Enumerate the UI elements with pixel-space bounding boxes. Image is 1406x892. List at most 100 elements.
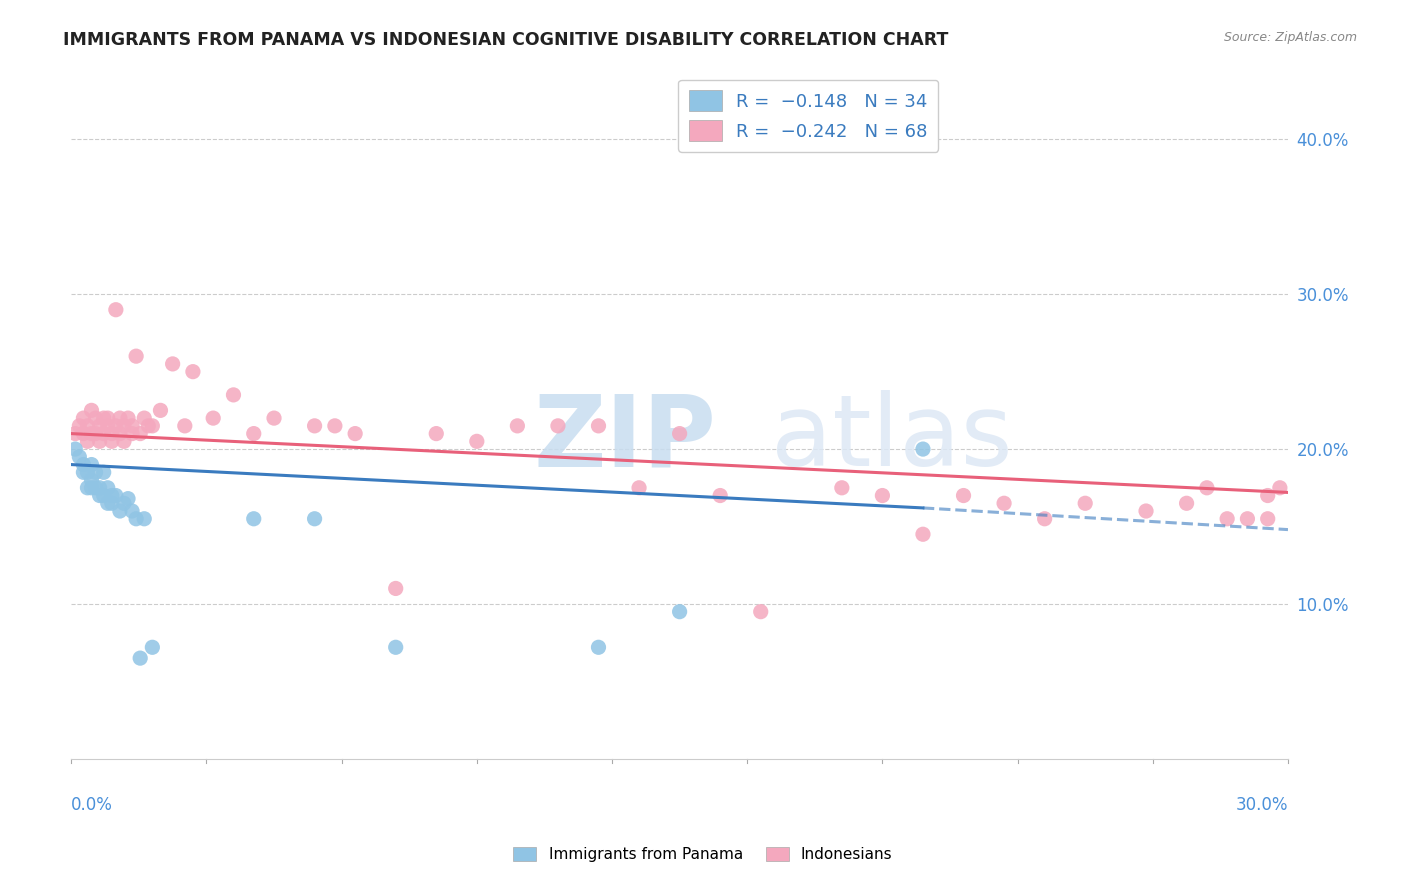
Point bbox=[65, 442, 87, 456]
Point bbox=[93, 465, 115, 479]
Point bbox=[222, 388, 245, 402]
Point bbox=[1195, 481, 1218, 495]
Point bbox=[117, 411, 139, 425]
Point bbox=[93, 489, 115, 503]
Text: atlas: atlas bbox=[770, 390, 1012, 487]
Point bbox=[80, 473, 103, 487]
Point bbox=[89, 489, 111, 503]
Point bbox=[749, 605, 772, 619]
Point bbox=[121, 504, 143, 518]
Point bbox=[668, 426, 690, 441]
Point bbox=[304, 512, 326, 526]
Point bbox=[506, 418, 529, 433]
Point bbox=[304, 418, 326, 433]
Point bbox=[80, 403, 103, 417]
Point bbox=[323, 418, 346, 433]
Text: ZIP: ZIP bbox=[534, 390, 717, 487]
Point bbox=[84, 411, 107, 425]
Point bbox=[80, 481, 103, 495]
Text: 0.0%: 0.0% bbox=[72, 797, 112, 814]
Point bbox=[72, 426, 94, 441]
Point bbox=[101, 489, 124, 503]
Point bbox=[76, 465, 98, 479]
Point bbox=[93, 426, 115, 441]
Text: 30.0%: 30.0% bbox=[1236, 797, 1288, 814]
Point bbox=[136, 418, 159, 433]
Point bbox=[162, 357, 184, 371]
Point bbox=[1257, 489, 1279, 503]
Point bbox=[709, 489, 731, 503]
Point bbox=[141, 418, 163, 433]
Point bbox=[84, 481, 107, 495]
Point bbox=[101, 434, 124, 449]
Point bbox=[125, 349, 148, 363]
Point bbox=[117, 491, 139, 506]
Point bbox=[65, 426, 87, 441]
Point bbox=[72, 458, 94, 472]
Point bbox=[101, 496, 124, 510]
Point bbox=[588, 418, 610, 433]
Point bbox=[104, 418, 127, 433]
Point bbox=[911, 527, 934, 541]
Point bbox=[588, 640, 610, 655]
Point bbox=[76, 434, 98, 449]
Point bbox=[1236, 512, 1258, 526]
Point bbox=[1074, 496, 1097, 510]
Point bbox=[97, 481, 120, 495]
Legend: Immigrants from Panama, Indonesians: Immigrants from Panama, Indonesians bbox=[508, 840, 898, 868]
Point bbox=[149, 403, 172, 417]
Point bbox=[108, 411, 131, 425]
Point bbox=[97, 411, 120, 425]
Point bbox=[97, 418, 120, 433]
Point bbox=[134, 512, 156, 526]
Point bbox=[89, 434, 111, 449]
Legend: R =  −0.148   N = 34, R =  −0.242   N = 68: R = −0.148 N = 34, R = −0.242 N = 68 bbox=[678, 79, 938, 152]
Point bbox=[911, 442, 934, 456]
Text: Source: ZipAtlas.com: Source: ZipAtlas.com bbox=[1223, 31, 1357, 45]
Point bbox=[112, 434, 135, 449]
Point bbox=[84, 465, 107, 479]
Point bbox=[108, 504, 131, 518]
Point bbox=[76, 481, 98, 495]
Point bbox=[121, 426, 143, 441]
Point bbox=[84, 426, 107, 441]
Point bbox=[1135, 504, 1157, 518]
Point bbox=[628, 481, 651, 495]
Point bbox=[384, 640, 406, 655]
Point bbox=[112, 418, 135, 433]
Point bbox=[242, 512, 264, 526]
Point bbox=[202, 411, 225, 425]
Point bbox=[129, 651, 152, 665]
Point bbox=[425, 426, 447, 441]
Point bbox=[181, 365, 204, 379]
Point bbox=[872, 489, 894, 503]
Point bbox=[89, 418, 111, 433]
Point bbox=[104, 489, 127, 503]
Point bbox=[1216, 512, 1239, 526]
Point bbox=[831, 481, 853, 495]
Point bbox=[108, 426, 131, 441]
Point bbox=[134, 411, 156, 425]
Point bbox=[263, 411, 285, 425]
Point bbox=[1257, 512, 1279, 526]
Point bbox=[76, 418, 98, 433]
Point bbox=[242, 426, 264, 441]
Point bbox=[67, 450, 90, 464]
Point bbox=[72, 411, 94, 425]
Point bbox=[80, 426, 103, 441]
Point bbox=[1175, 496, 1198, 510]
Point bbox=[173, 418, 195, 433]
Point bbox=[465, 434, 488, 449]
Point bbox=[93, 411, 115, 425]
Text: IMMIGRANTS FROM PANAMA VS INDONESIAN COGNITIVE DISABILITY CORRELATION CHART: IMMIGRANTS FROM PANAMA VS INDONESIAN COG… bbox=[63, 31, 949, 49]
Point bbox=[80, 458, 103, 472]
Point bbox=[129, 426, 152, 441]
Point bbox=[1268, 481, 1291, 495]
Point bbox=[89, 481, 111, 495]
Point bbox=[1033, 512, 1056, 526]
Point bbox=[112, 496, 135, 510]
Point bbox=[952, 489, 974, 503]
Point bbox=[101, 426, 124, 441]
Point bbox=[384, 582, 406, 596]
Point bbox=[121, 418, 143, 433]
